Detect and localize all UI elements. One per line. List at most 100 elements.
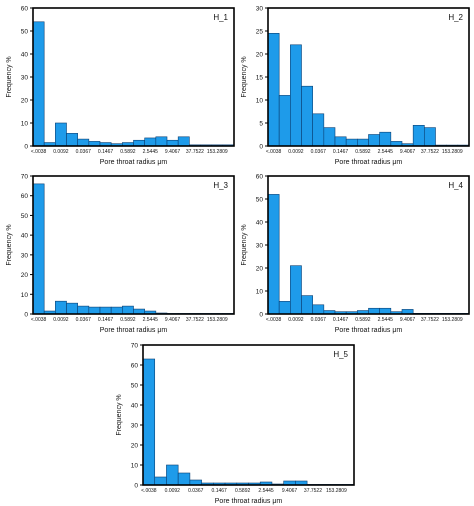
histogram-bar bbox=[301, 295, 313, 315]
y-tick-label: 20 bbox=[256, 266, 264, 273]
histogram-bar bbox=[66, 302, 78, 315]
x-tick-label: 0.5892 bbox=[355, 317, 371, 323]
histogram-bar bbox=[177, 472, 191, 486]
y-tick-label: 10 bbox=[131, 463, 139, 470]
x-axis-label: Pore throat radius μm bbox=[100, 327, 168, 334]
histogram-bar bbox=[323, 127, 336, 147]
x-tick-label: 37.7522 bbox=[186, 317, 204, 323]
x-tick-label: 0.1467 bbox=[333, 317, 349, 323]
y-tick-label: 0 bbox=[134, 483, 138, 490]
x-tick-label: 0.1467 bbox=[333, 149, 349, 155]
x-tick-label: 153.2809 bbox=[442, 317, 463, 323]
histogram-panel-4: 0 10 20 30 40 50 60 <.0038 0.0092 0.0367 0.1467 0.5… bbox=[241, 174, 470, 334]
histogram-bar bbox=[357, 138, 369, 147]
histogram-bar bbox=[412, 125, 425, 147]
y-tick-label: 10 bbox=[21, 292, 29, 299]
y-tick-label: 20 bbox=[21, 98, 29, 105]
y-tick-label: 30 bbox=[256, 6, 264, 13]
y-axis-label: Frequency % bbox=[241, 56, 248, 97]
y-tick-label: 40 bbox=[256, 220, 264, 227]
x-tick-label: 9.4067 bbox=[400, 317, 416, 323]
x-tick-label: 153.2809 bbox=[207, 149, 228, 155]
plot-frame bbox=[142, 344, 355, 486]
y-tick-label: 40 bbox=[131, 403, 139, 410]
histogram-bar bbox=[301, 85, 313, 147]
x-tick-label: 0.1467 bbox=[212, 488, 228, 494]
histogram-bar bbox=[368, 307, 380, 315]
histogram-bar bbox=[166, 464, 179, 486]
x-tick-label: 2.5445 bbox=[143, 317, 159, 323]
y-tick-label: 60 bbox=[256, 174, 264, 181]
histogram-bar bbox=[267, 32, 280, 147]
histogram-bar bbox=[424, 127, 436, 147]
y-tick-label: 30 bbox=[21, 252, 29, 259]
x-axis-label: Pore throat radius μm bbox=[335, 159, 403, 166]
y-tick-label: 0 bbox=[259, 312, 263, 319]
y-tick-label: 0 bbox=[259, 144, 263, 151]
x-tick-label: 9.4067 bbox=[165, 317, 181, 323]
histogram-bar bbox=[379, 307, 392, 315]
y-tick-label: 50 bbox=[131, 383, 139, 390]
y-tick-label: 50 bbox=[256, 197, 264, 204]
x-tick-label: 0.0367 bbox=[188, 488, 204, 494]
y-tick-label: 50 bbox=[21, 213, 29, 220]
panel-title: H_1 bbox=[213, 13, 228, 22]
histogram-bar bbox=[334, 136, 347, 147]
panel-title: H_2 bbox=[448, 13, 463, 22]
x-tick-label: 0.0367 bbox=[311, 149, 327, 155]
x-tick-label: 153.2809 bbox=[207, 317, 228, 323]
y-axis-label: Frequency % bbox=[116, 394, 123, 435]
x-tick-label: 2.5445 bbox=[378, 317, 394, 323]
x-tick-label: 9.4067 bbox=[165, 149, 181, 155]
histogram-bar bbox=[99, 306, 112, 315]
x-tick-label: 9.4067 bbox=[282, 488, 298, 494]
plot-frame bbox=[32, 175, 235, 315]
y-tick-label: 5 bbox=[259, 121, 263, 128]
histogram-bar bbox=[278, 95, 291, 147]
x-tick-label: 0.0092 bbox=[53, 149, 69, 155]
x-tick-label: 0.0367 bbox=[76, 317, 92, 323]
x-tick-label: <.0038 bbox=[31, 149, 47, 155]
y-tick-label: 10 bbox=[256, 98, 264, 105]
x-tick-label: 2.5445 bbox=[143, 149, 159, 155]
y-tick-label: 25 bbox=[256, 29, 264, 36]
histogram-bar bbox=[66, 133, 78, 147]
x-tick-label: 2.5445 bbox=[378, 149, 394, 155]
x-tick-label: 0.0092 bbox=[165, 488, 181, 494]
y-axis-label: Frequency % bbox=[6, 224, 13, 265]
y-axis-label: Frequency % bbox=[241, 224, 248, 265]
y-tick-label: 0 bbox=[24, 144, 28, 151]
y-tick-label: 30 bbox=[21, 75, 29, 82]
x-tick-label: <.0038 bbox=[31, 317, 47, 323]
x-tick-label: 0.5892 bbox=[120, 317, 136, 323]
x-tick-label: 0.5892 bbox=[355, 149, 371, 155]
y-tick-label: 30 bbox=[131, 423, 139, 430]
histogram-bar bbox=[154, 476, 167, 486]
y-tick-label: 10 bbox=[21, 121, 29, 128]
y-tick-label: 15 bbox=[256, 75, 264, 82]
y-tick-label: 20 bbox=[256, 52, 264, 59]
y-tick-label: 10 bbox=[256, 289, 264, 296]
histogram-bar bbox=[345, 138, 358, 147]
histogram-bar bbox=[278, 301, 291, 315]
x-tick-label: 37.7522 bbox=[304, 488, 322, 494]
y-tick-label: 40 bbox=[21, 52, 29, 59]
histogram-bar bbox=[267, 194, 280, 315]
y-tick-label: 20 bbox=[21, 272, 29, 279]
x-tick-label: 0.0367 bbox=[311, 317, 327, 323]
x-tick-label: 153.2809 bbox=[442, 149, 463, 155]
histogram-panel-5: 0 10 20 30 40 50 60 70 <.0038 0.0092 0.0367 0.1467 0… bbox=[116, 343, 355, 505]
panel-title: H_5 bbox=[333, 350, 348, 359]
histogram-bar bbox=[110, 306, 123, 315]
histogram-bar bbox=[379, 131, 392, 147]
x-tick-label: 0.5892 bbox=[235, 488, 251, 494]
x-tick-label: 0.0092 bbox=[288, 149, 304, 155]
y-tick-label: 20 bbox=[131, 443, 139, 450]
histogram-panel-1: 0 10 20 30 40 50 60 <.0038 0.0092 0.0367 0.1467 0.5… bbox=[6, 6, 235, 166]
histogram-bar bbox=[32, 183, 45, 315]
y-axis-label: Frequency % bbox=[6, 56, 13, 97]
x-tick-label: 0.1467 bbox=[98, 317, 114, 323]
histogram-bar bbox=[177, 136, 190, 147]
x-tick-label: 0.0092 bbox=[288, 317, 304, 323]
